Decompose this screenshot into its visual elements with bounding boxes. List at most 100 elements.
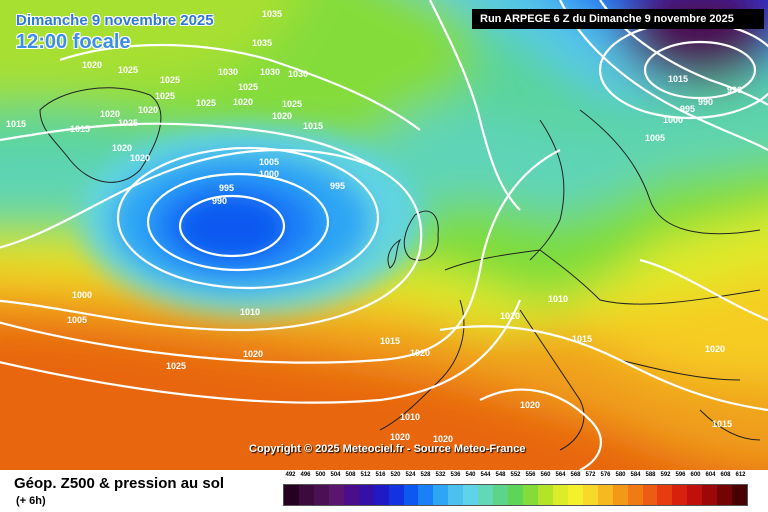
isobar-label: 1025: [118, 65, 138, 75]
legend-swatch: [642, 485, 658, 505]
isobar-label: 1020: [233, 97, 253, 107]
legend-tick: 508: [345, 472, 356, 478]
legend-tick: 604: [705, 472, 716, 478]
isobar-label: 1000: [663, 115, 683, 125]
legend-swatch: [388, 485, 404, 505]
legend-tick: 612: [735, 472, 746, 478]
isobar-label: 1020: [500, 311, 520, 321]
isobar-label: 1020: [520, 400, 540, 410]
legend-swatch: [672, 485, 688, 505]
isobar-label: 1030: [260, 67, 280, 77]
isobar-label: 1020: [138, 105, 158, 115]
chart-title: Géop. Z500 & pression au sol: [14, 475, 225, 492]
legend-swatch: [358, 485, 374, 505]
isobar-label: 1020: [100, 109, 120, 119]
isobar-label: 1025: [155, 91, 175, 101]
legend-swatch: [582, 485, 598, 505]
legend-tick: 544: [480, 472, 491, 478]
isobar-label: 995: [330, 181, 345, 191]
isobar-label: 1030: [218, 67, 238, 77]
forecast-offset: (+ 6h): [16, 495, 46, 507]
isobar-label: 1010: [400, 412, 420, 422]
isobar-label: 1015: [712, 419, 732, 429]
isobar-label: 1020: [272, 111, 292, 121]
isobar-label: 1025: [282, 99, 302, 109]
legend-swatch: [537, 485, 553, 505]
isobar-label: 1010: [548, 294, 568, 304]
legend-tick: 608: [720, 472, 731, 478]
legend-swatch: [612, 485, 628, 505]
run-info-text: Run ARPEGE 6 Z du Dimanche 9 novembre 20…: [480, 13, 734, 25]
legend-tick: 576: [600, 472, 611, 478]
legend-tick: 572: [585, 472, 596, 478]
legend-swatch: [284, 485, 299, 505]
isobar-label: 1020: [112, 143, 132, 153]
isobar-label: 1015: [572, 334, 592, 344]
isobar-label: 1015: [70, 124, 90, 134]
isobar-label: 990: [212, 196, 227, 206]
legend-swatch: [508, 485, 523, 505]
isobar-label: 1025: [118, 118, 138, 128]
isobar-label: 1005: [259, 157, 279, 167]
isobar-label: 1015: [303, 121, 323, 131]
legend-swatch: [627, 485, 643, 505]
legend-tick: 580: [615, 472, 626, 478]
legend-swatch: [298, 485, 314, 505]
isobar-label: 1015: [668, 74, 688, 84]
isobar-label: 990: [727, 85, 742, 95]
forecast-time: 12:00 focale: [16, 31, 131, 53]
legend-tick: 520: [390, 472, 401, 478]
isobar-label: 1020: [130, 153, 150, 163]
legend-tick: 560: [540, 472, 551, 478]
isobar-label: 1015: [6, 119, 26, 129]
legend-tick: 548: [495, 472, 506, 478]
legend-swatch: [687, 485, 703, 505]
footer-bar: Géop. Z500 & pression au sol (+ 6h) 492 4…: [0, 470, 768, 512]
legend-swatch: [463, 485, 479, 505]
legend-tick: 600: [690, 472, 701, 478]
legend-swatch: [702, 485, 718, 505]
isobar-label: 990: [698, 97, 713, 107]
isobar-label: 1010: [240, 307, 260, 317]
legend-swatch: [597, 485, 613, 505]
isobar-label: 1020: [82, 60, 102, 70]
legend-tick: 564: [555, 472, 566, 478]
isobar-label: 1020: [705, 344, 725, 354]
legend-tick: 588: [645, 472, 656, 478]
isobar-label: 995: [219, 183, 234, 193]
isobar-label: 1030: [288, 69, 308, 79]
isobar-label: 1020: [243, 349, 263, 359]
legend-tick: 536: [450, 472, 461, 478]
isobar-label: 1020: [433, 434, 453, 444]
legend-tick-labels: 492 496 500 504 508 512 516 520 524 528 532 536 540 5…: [283, 472, 748, 484]
legend-tick: 524: [405, 472, 416, 478]
forecast-map: 1035 1025 1020 1020 1015 1015 1025 1025 1020 1025…: [0, 0, 768, 470]
isobar-label: 1025: [166, 361, 186, 371]
legend-swatch: [657, 485, 673, 505]
copyright-notice: Copyright © 2025 Meteociel.fr - Source M…: [249, 443, 526, 455]
legend-swatch: [717, 485, 733, 505]
isobar-label: 1000: [72, 290, 92, 300]
legend-swatch: [732, 485, 748, 505]
legend-swatch: [403, 485, 419, 505]
legend-swatch: [448, 485, 464, 505]
isobar-label: 1000: [259, 169, 279, 179]
isobars: [0, 0, 768, 470]
legend-tick: 500: [315, 472, 326, 478]
legend-swatch: [313, 485, 329, 505]
isobar-label: 1035: [262, 9, 282, 19]
legend-swatch: [478, 485, 494, 505]
legend-tick: 584: [630, 472, 641, 478]
isobar-label: 1020: [390, 432, 410, 442]
legend-tick: 504: [330, 472, 341, 478]
legend-swatch: [493, 485, 509, 505]
isobar-label: 995: [680, 104, 695, 114]
legend-tick: 512: [360, 472, 371, 478]
legend-tick: 496: [300, 472, 311, 478]
forecast-date: Dimanche 9 novembre 2025: [16, 12, 214, 29]
legend-swatch: [343, 485, 359, 505]
legend-swatch: [328, 485, 344, 505]
